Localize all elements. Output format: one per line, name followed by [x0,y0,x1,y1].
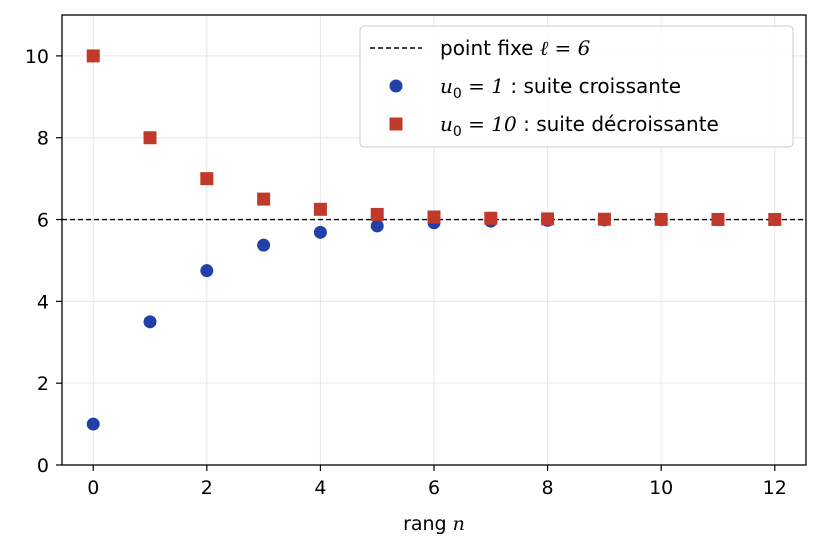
legend-series-equality: = 10 [462,112,517,136]
legend-series-label: u0 = 10 : suite décroissante [440,112,719,140]
point-decroissante [541,212,555,226]
point-decroissante [143,131,157,145]
legend-series-swatch [389,79,403,93]
point-croissante [313,225,327,239]
point-decroissante [711,212,725,226]
x-tick-label: 2 [201,477,213,499]
legend-series-subscript: 0 [453,124,462,140]
y-tick-label: 6 [37,210,49,232]
legend-box [359,25,794,148]
legend: point fixe ℓ = 6u0 = 1 : suite croissant… [359,25,794,148]
x-tick-label: 6 [428,477,440,499]
point-decroissante [484,211,498,225]
y-tick-label: 8 [37,128,49,150]
point-croissante [257,238,271,252]
point-croissante [86,417,100,431]
x-tick-label: 8 [542,477,554,499]
legend-series-label: u0 = 1 : suite croissante [440,74,681,102]
x-tick-label: 12 [763,477,787,499]
y-tick-label: 10 [25,46,49,68]
point-decroissante [427,210,441,224]
legend-series-var: u [440,112,453,136]
x-tick-label: 4 [314,477,326,499]
legend-series-text: : suite décroissante [517,112,719,136]
point-decroissante [370,207,384,221]
axis-ticks: 0 2 4 6 8 10 12 0 2 4 6 8 10 [25,46,787,499]
legend-series-subscript: 0 [453,86,462,102]
legend-reference-math: ℓ = 6 [540,36,591,60]
legend-reference-text: point fixe [440,36,540,60]
y-tick-label: 2 [37,373,49,395]
y-tick-label: 4 [37,291,49,313]
x-tick-label: 10 [649,477,673,499]
point-croissante [143,315,157,329]
point-croissante [370,219,384,233]
data-marks [86,49,782,431]
legend-reference-label: point fixe ℓ = 6 [440,36,591,60]
point-decroissante [86,49,100,63]
legend-series-text: : suite croissante [504,74,681,98]
point-decroissante [200,172,214,186]
legend-series-equality: = 1 [462,74,504,98]
point-decroissante [597,212,611,226]
x-axis-label: rang n [403,513,465,535]
legend-series-swatch [389,117,403,131]
point-decroissante [257,192,271,206]
y-tick-label: 0 [37,455,49,477]
point-decroissante [313,202,327,216]
point-croissante [200,264,214,278]
point-decroissante [768,213,782,227]
point-decroissante [654,212,668,226]
legend-series-var: u [440,74,453,98]
x-tick-label: 0 [87,477,99,499]
